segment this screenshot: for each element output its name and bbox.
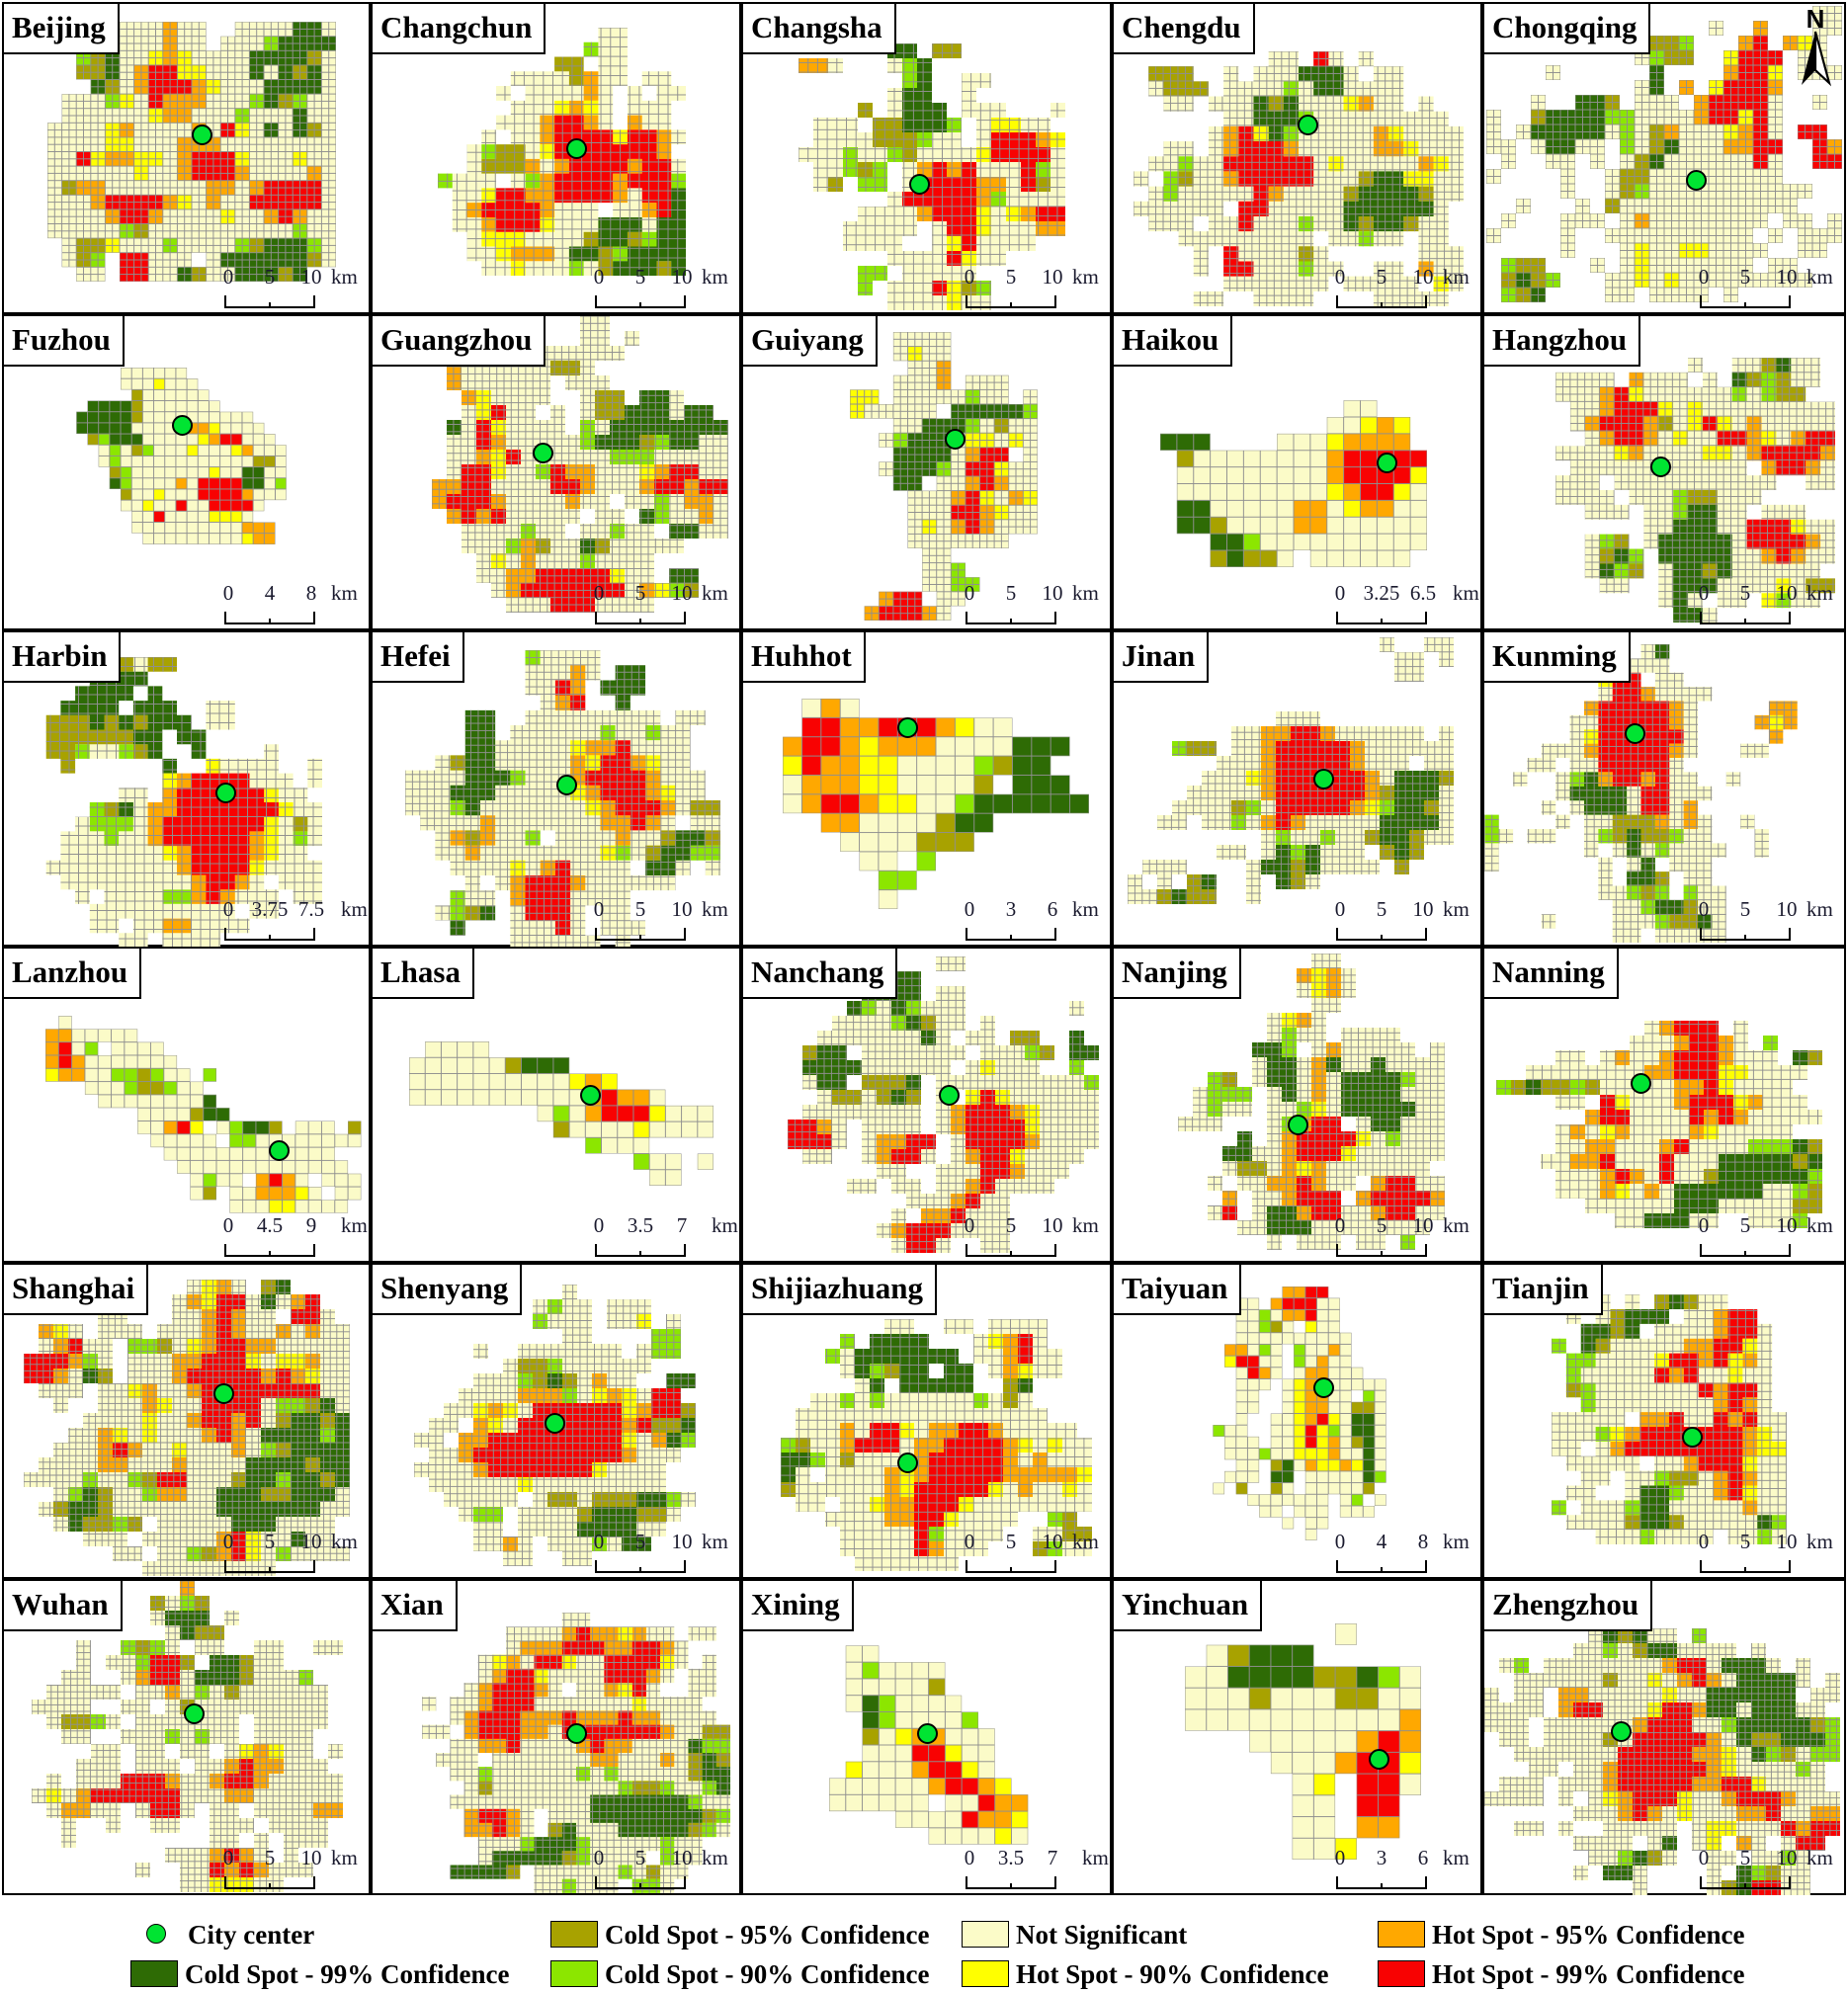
svg-text:N: N xyxy=(1806,6,1825,34)
